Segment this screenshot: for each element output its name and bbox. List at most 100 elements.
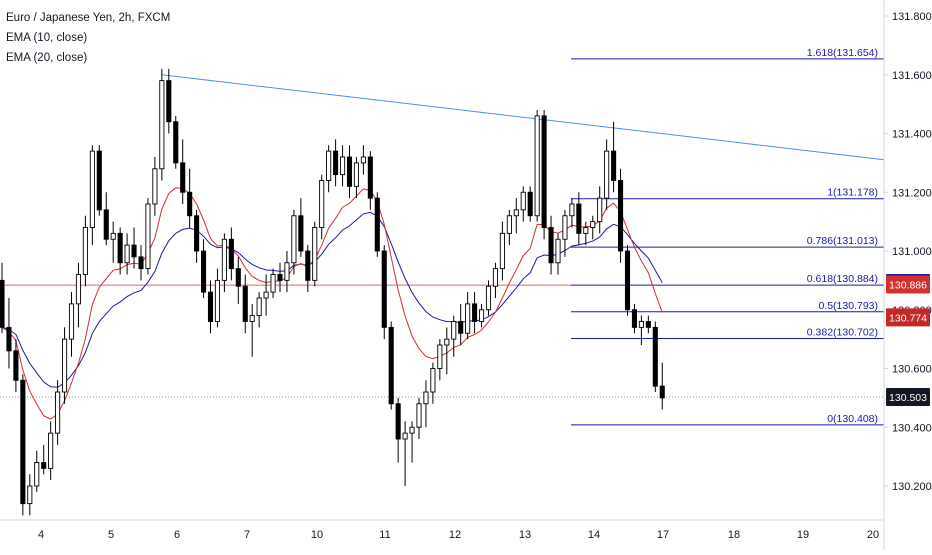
candle[interactable] (458, 303, 464, 345)
candle[interactable] (479, 303, 485, 328)
candle[interactable] (110, 221, 116, 263)
candle[interactable] (451, 315, 457, 357)
candle[interactable] (82, 215, 88, 287)
candle[interactable] (465, 292, 471, 340)
candle[interactable] (20, 374, 26, 516)
candle[interactable] (590, 215, 596, 240)
candle[interactable] (499, 221, 505, 281)
candle[interactable] (562, 209, 568, 257)
candle[interactable] (89, 145, 95, 246)
candle[interactable] (576, 192, 582, 246)
candle[interactable] (256, 292, 262, 328)
candle[interactable] (270, 268, 276, 298)
candle[interactable] (96, 145, 102, 216)
candle[interactable] (131, 227, 137, 269)
candle[interactable] (34, 450, 40, 492)
candle[interactable] (333, 139, 339, 187)
candle[interactable] (200, 239, 207, 298)
candle[interactable] (0, 262, 5, 334)
candle[interactable] (374, 192, 380, 257)
candle[interactable] (152, 157, 158, 216)
candle[interactable] (48, 421, 54, 481)
candle[interactable] (583, 221, 589, 246)
candle[interactable] (305, 245, 311, 293)
candle[interactable] (527, 186, 533, 222)
candle[interactable] (604, 139, 610, 210)
candle[interactable] (409, 421, 415, 463)
candle[interactable] (41, 444, 47, 475)
candle[interactable] (631, 303, 637, 334)
candle[interactable] (166, 68, 172, 134)
candle[interactable] (423, 380, 429, 428)
candle[interactable] (235, 256, 241, 304)
candle[interactable] (437, 339, 443, 381)
candle[interactable] (548, 215, 554, 275)
candle[interactable] (207, 280, 214, 334)
candle[interactable] (312, 221, 318, 287)
candle[interactable] (13, 339, 19, 392)
candle[interactable] (472, 292, 478, 334)
candle[interactable] (506, 209, 512, 246)
candle[interactable] (638, 315, 644, 345)
candle[interactable] (180, 139, 186, 204)
candle[interactable] (55, 380, 61, 445)
candle[interactable] (360, 145, 366, 175)
candle[interactable] (597, 186, 603, 234)
candle[interactable] (402, 421, 408, 486)
candle[interactable] (173, 115, 179, 169)
candle[interactable] (388, 321, 394, 410)
candle[interactable] (124, 233, 130, 275)
candle[interactable] (624, 245, 631, 316)
candle[interactable] (367, 151, 373, 210)
candle[interactable] (75, 262, 81, 328)
candle[interactable] (62, 327, 68, 404)
candle[interactable] (416, 397, 422, 439)
candle[interactable] (346, 145, 353, 199)
candle[interactable] (214, 268, 221, 328)
candle[interactable] (541, 110, 547, 240)
candle[interactable] (277, 262, 283, 293)
candle[interactable] (145, 198, 151, 275)
candle[interactable] (263, 274, 269, 316)
candle[interactable] (520, 186, 526, 222)
candle[interactable] (228, 227, 234, 281)
candle[interactable] (618, 168, 624, 263)
candle[interactable] (138, 245, 144, 281)
candle[interactable] (353, 157, 360, 199)
trendline[interactable] (161, 74, 885, 161)
candle[interactable] (652, 321, 658, 393)
candle[interactable] (326, 145, 332, 193)
candle[interactable] (645, 315, 651, 334)
candle[interactable] (395, 397, 401, 463)
candle[interactable] (485, 280, 492, 316)
candle[interactable] (430, 362, 436, 404)
candle[interactable] (159, 68, 165, 181)
candle[interactable] (298, 198, 304, 257)
candle[interactable] (513, 198, 519, 234)
candle[interactable] (319, 174, 325, 240)
candle[interactable] (381, 245, 387, 340)
candle[interactable] (249, 303, 255, 357)
ema20-legend[interactable]: EMA (20, close) (6, 52, 88, 64)
candle[interactable] (27, 474, 33, 516)
candle[interactable] (659, 362, 665, 410)
candle[interactable] (187, 168, 193, 228)
candle[interactable] (68, 292, 75, 357)
candle[interactable] (194, 209, 200, 263)
candle[interactable] (611, 121, 617, 193)
candle[interactable] (284, 251, 290, 293)
candle[interactable] (340, 145, 346, 187)
candle[interactable] (242, 274, 248, 334)
candle[interactable] (569, 198, 575, 228)
candle[interactable] (291, 209, 297, 275)
candle[interactable] (221, 233, 227, 293)
candle[interactable] (555, 233, 561, 275)
candle[interactable] (6, 298, 12, 369)
candle[interactable] (492, 262, 499, 298)
candle[interactable] (117, 227, 123, 275)
candle[interactable] (534, 110, 540, 222)
symbol-title[interactable]: Euro / Japanese Yen, 2h, FXCM (6, 12, 171, 24)
candle[interactable] (103, 192, 109, 246)
